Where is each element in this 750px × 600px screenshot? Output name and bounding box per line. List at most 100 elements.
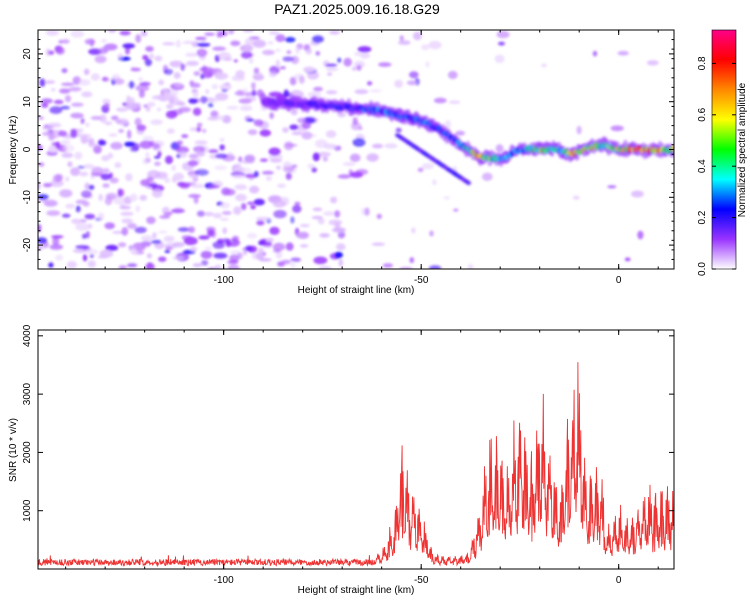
noise-blob xyxy=(118,265,128,269)
noise-blob xyxy=(276,165,281,170)
noise-blob xyxy=(91,166,104,175)
noise-blob xyxy=(138,77,143,82)
noise-blob xyxy=(68,86,82,92)
noise-blob xyxy=(48,263,54,267)
noise-blob xyxy=(592,50,598,57)
noise-blob xyxy=(119,30,131,36)
noise-blob xyxy=(238,156,243,163)
noise-blob xyxy=(395,127,402,133)
noise-blob xyxy=(166,95,179,102)
noise-blob xyxy=(284,36,296,43)
noise-blob xyxy=(104,196,113,206)
noise-blob xyxy=(219,144,225,151)
noise-blob xyxy=(259,158,268,162)
noise-blob xyxy=(110,142,123,150)
noise-blob xyxy=(147,101,156,107)
noise-blob xyxy=(296,232,309,239)
noise-blob xyxy=(85,230,90,239)
noise-blob xyxy=(118,242,127,248)
noise-blob xyxy=(268,147,281,156)
noise-blob xyxy=(55,254,63,261)
noise-blob xyxy=(164,250,171,253)
noise-blob xyxy=(163,235,175,243)
noise-blob xyxy=(64,95,72,103)
noise-blob xyxy=(55,141,61,150)
noise-blob xyxy=(312,207,323,212)
noise-blob xyxy=(83,163,95,169)
noise-blob xyxy=(290,109,298,116)
spectrogram-ytick-label: -20 xyxy=(22,237,33,252)
noise-blob xyxy=(46,210,61,216)
noise-blob xyxy=(233,59,238,63)
noise-blob xyxy=(210,110,219,118)
noise-blob xyxy=(154,161,161,166)
noise-blob xyxy=(214,264,222,269)
noise-blob xyxy=(75,205,81,213)
noise-blob xyxy=(70,112,84,119)
noise-blob xyxy=(305,49,311,55)
noise-blob xyxy=(247,201,255,205)
noise-blob xyxy=(51,235,64,239)
noise-blob xyxy=(369,89,382,93)
noise-blob xyxy=(325,130,337,138)
noise-blob xyxy=(157,150,162,157)
noise-blob xyxy=(118,129,124,133)
noise-blob xyxy=(121,227,129,236)
noise-blob xyxy=(205,89,210,95)
noise-blob xyxy=(43,199,58,207)
noise-blob xyxy=(77,165,85,169)
noise-blob xyxy=(164,177,171,183)
noise-blob xyxy=(291,131,304,136)
noise-blob xyxy=(60,82,75,87)
noise-blob xyxy=(631,190,644,198)
noise-blob xyxy=(140,30,148,37)
noise-blob xyxy=(81,91,93,98)
noise-blob xyxy=(109,177,119,184)
noise-blob xyxy=(166,104,173,109)
noise-blob xyxy=(67,161,73,167)
noise-blob xyxy=(150,239,162,244)
noise-blob xyxy=(58,39,64,44)
noise-blob xyxy=(286,50,292,55)
noise-blob xyxy=(165,110,178,119)
noise-blob xyxy=(289,124,299,130)
colorbar-label: Normalized spectral amplitude xyxy=(737,82,748,217)
noise-blob xyxy=(245,245,253,252)
noise-blob xyxy=(267,41,274,45)
noise-blob xyxy=(384,143,398,149)
noise-blob xyxy=(117,188,123,198)
noise-blob xyxy=(646,60,659,66)
noise-blob xyxy=(97,212,105,221)
noise-blob xyxy=(84,182,90,190)
noise-blob xyxy=(122,43,135,49)
noise-blob xyxy=(126,97,135,105)
noise-blob xyxy=(252,39,267,48)
noise-blob xyxy=(90,116,103,120)
noise-blob xyxy=(162,42,175,46)
noise-blob xyxy=(272,200,286,208)
noise-blob xyxy=(255,216,270,221)
noise-blob xyxy=(88,48,102,55)
noise-blob xyxy=(240,44,253,53)
noise-blob xyxy=(145,106,151,112)
noise-blob xyxy=(104,103,110,107)
noise-blob xyxy=(146,253,152,259)
noise-blob xyxy=(350,171,363,178)
noise-blob xyxy=(372,143,384,149)
noise-blob xyxy=(337,112,346,118)
spectrogram-ytick-label: -10 xyxy=(22,190,33,205)
noise-blob xyxy=(125,102,140,110)
noise-blob xyxy=(294,201,301,206)
noise-blob xyxy=(38,116,44,120)
noise-blob xyxy=(207,116,220,121)
noise-blob xyxy=(227,152,233,156)
noise-blob xyxy=(315,51,321,56)
noise-blob xyxy=(617,50,629,56)
noise-blob xyxy=(312,35,324,43)
noise-blob xyxy=(290,257,302,263)
noise-blob xyxy=(202,128,207,133)
spectrogram-xtick-label: 0 xyxy=(616,275,622,286)
noise-blob xyxy=(233,166,245,173)
colorbar-tick-label: 0.2 xyxy=(697,210,708,224)
